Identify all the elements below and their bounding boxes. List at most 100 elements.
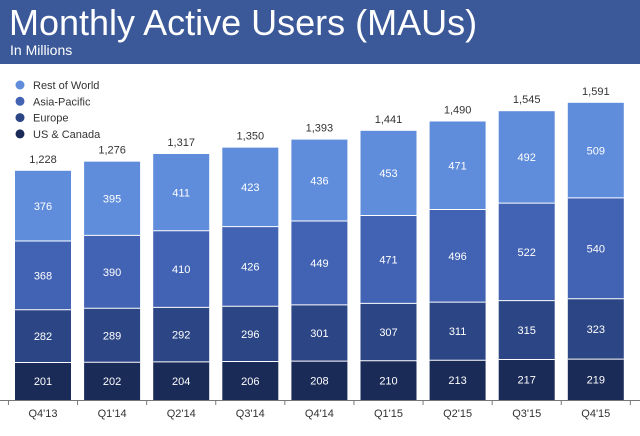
segment-value-label: 206	[241, 376, 259, 388]
stacked-bar-chart: Rest of World Asia-Pacific Europe US & Cana…	[0, 80, 640, 420]
bar-segment	[567, 197, 624, 299]
segment-value-label: 301	[310, 328, 328, 340]
bar-segment	[15, 241, 71, 310]
bar-segment	[84, 308, 141, 363]
bar-segment	[15, 170, 71, 242]
bar-total-label: 1,490	[444, 104, 472, 116]
segment-value-label: 282	[34, 331, 52, 343]
chart-header: Monthly Active Users (MAUs) In Millions	[0, 0, 640, 64]
segment-value-label: 217	[518, 375, 536, 387]
bar-segment	[84, 362, 141, 400]
bar-segment	[15, 309, 71, 363]
bar-segment	[291, 139, 348, 222]
bar-total-label: 1,317	[167, 137, 195, 149]
bar-segment	[360, 130, 417, 216]
segment-value-label: 410	[172, 264, 190, 276]
segment-value-label: 219	[587, 375, 605, 387]
legend-marker-europe	[15, 113, 25, 123]
legend-label-europe: Europe	[33, 113, 68, 125]
segment-value-label: 311	[449, 326, 467, 338]
bar-segment	[153, 230, 210, 308]
x-tick-label: Q3'15	[512, 408, 541, 420]
segment-value-label: 411	[172, 187, 190, 199]
segment-value-label: 471	[448, 160, 466, 172]
legend-label-asia-pacific: Asia-Pacific	[33, 96, 91, 108]
bar-segment	[153, 153, 210, 231]
bar-total-label: 1,545	[513, 94, 541, 106]
x-tick-label: Q4'14	[305, 408, 334, 420]
bar-total-label: 1,228	[29, 154, 57, 166]
segment-value-label: 540	[587, 243, 605, 255]
segment-value-label: 522	[518, 247, 536, 259]
bar-segment	[429, 209, 486, 303]
segment-value-label: 492	[518, 152, 536, 164]
bar-segment	[567, 102, 624, 198]
segment-value-label: 496	[448, 251, 466, 263]
bar-segment	[222, 306, 279, 362]
segment-value-label: 292	[172, 330, 190, 342]
bar-segment	[153, 307, 210, 362]
bar-segment	[498, 359, 555, 400]
segment-value-label: 201	[34, 376, 52, 388]
bar-total-label: 1,441	[375, 114, 403, 126]
legend-marker-us-canada	[15, 129, 25, 139]
bar-segment	[429, 121, 486, 210]
chart-title: Monthly Active Users (MAUs)	[9, 2, 478, 43]
bar-segment	[84, 235, 141, 309]
segment-value-label: 315	[518, 325, 536, 337]
bar-segment	[567, 298, 624, 360]
segment-value-label: 213	[448, 375, 466, 387]
bar-segment	[291, 361, 348, 400]
segment-value-label: 436	[310, 175, 328, 187]
bar-segment	[15, 362, 71, 400]
bar-segment	[222, 226, 279, 307]
bar-segment	[498, 203, 555, 301]
segment-value-label: 426	[241, 261, 259, 273]
bar-segment	[153, 361, 210, 400]
legend-marker-asia-pacific	[15, 96, 25, 106]
bar-total-label: 1,393	[306, 123, 334, 135]
bar-total-label: 1,591	[582, 86, 610, 98]
bar-segment	[498, 300, 555, 360]
bar-total-label: 1,350	[237, 131, 265, 143]
legend-marker-rest-of-world	[15, 80, 25, 90]
bar-segment	[360, 303, 417, 361]
segment-value-label: 509	[587, 145, 605, 157]
segment-value-label: 449	[310, 258, 328, 270]
bar-segment	[84, 161, 141, 236]
legend-label-rest-of-world: Rest of World	[33, 80, 99, 92]
segment-value-label: 423	[241, 182, 259, 194]
bar-segment	[291, 304, 348, 362]
x-tick-label: Q4'15	[581, 408, 610, 420]
bar-segment	[360, 215, 417, 304]
segment-value-label: 210	[379, 375, 397, 387]
segment-value-label: 289	[103, 330, 121, 342]
segment-value-label: 208	[310, 376, 328, 388]
legend-label-us-canada: US & Canada	[33, 129, 101, 141]
x-tick-label: Q1'15	[374, 408, 403, 420]
x-tick-label: Q2'14	[167, 408, 196, 420]
segment-value-label: 395	[103, 194, 121, 206]
segment-value-label: 390	[103, 267, 121, 279]
x-tick-label: Q3'14	[236, 408, 265, 420]
bar-segment	[360, 360, 417, 400]
bar-segment	[567, 359, 624, 400]
segment-value-label: 376	[34, 201, 52, 213]
segment-value-label: 323	[587, 324, 605, 336]
segment-value-label: 453	[379, 168, 397, 180]
chart-subtitle: In Millions	[10, 42, 73, 58]
segment-value-label: 368	[34, 270, 52, 282]
segment-value-label: 204	[172, 376, 190, 388]
bar-segment	[429, 302, 486, 361]
bar-segment	[498, 111, 555, 204]
segment-value-label: 471	[379, 254, 397, 266]
x-tick-label: Q2'15	[443, 408, 472, 420]
bar-segment	[222, 361, 279, 400]
segment-value-label: 202	[103, 376, 121, 388]
x-tick-label: Q1'14	[98, 408, 127, 420]
bar-segment	[222, 147, 279, 227]
x-tick-label: Q4'13	[28, 408, 57, 420]
bar-segment	[429, 360, 486, 400]
segment-value-label: 296	[241, 329, 259, 341]
bar-segment	[291, 221, 348, 305]
